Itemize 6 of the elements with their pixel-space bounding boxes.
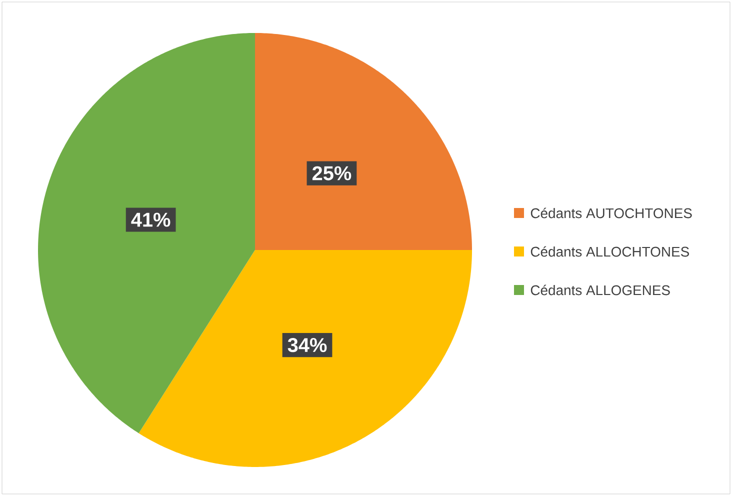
legend-label: Cédants ALLOGENES [530,284,670,296]
legend-label: Cédants AUTOCHTONES [530,208,692,218]
data-label: 34% [288,338,327,352]
data-label: 25% [312,166,352,180]
legend-label: Cédants ALLOCHTONES [530,246,689,257]
data-label: 41% [131,212,170,227]
